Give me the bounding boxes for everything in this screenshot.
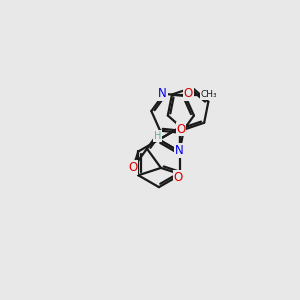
Text: O: O bbox=[174, 171, 183, 184]
Text: N: N bbox=[175, 144, 184, 157]
Text: CH₃: CH₃ bbox=[201, 90, 218, 99]
Text: H: H bbox=[154, 131, 161, 141]
Text: O: O bbox=[176, 123, 186, 136]
Text: N: N bbox=[158, 87, 167, 100]
Text: O: O bbox=[184, 87, 193, 100]
Text: O: O bbox=[128, 161, 138, 174]
